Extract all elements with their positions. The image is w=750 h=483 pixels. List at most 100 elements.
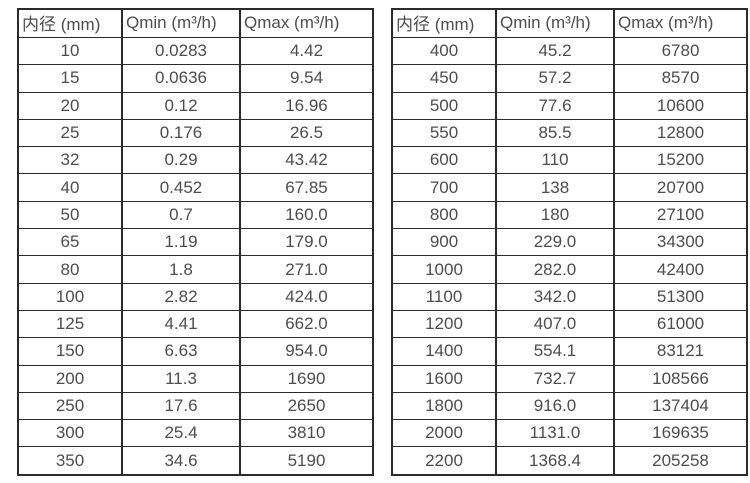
table-cell: 110 xyxy=(495,146,614,174)
table-cell: 61000 xyxy=(613,309,747,338)
table-cell: 1400 xyxy=(392,337,496,366)
table-cell: 26.5 xyxy=(239,118,373,147)
table-row: 40 0.452 67.85 xyxy=(18,173,373,202)
table-cell: 27100 xyxy=(613,200,747,229)
table-row: 20 0.12 16.96 xyxy=(18,91,373,120)
table-cell: 350 xyxy=(18,446,122,475)
table-row: 65 1.19 179.0 xyxy=(18,228,373,256)
table-cell: 43.42 xyxy=(239,146,373,174)
table-cell: 0.0636 xyxy=(121,64,240,93)
table-cell: 160.0 xyxy=(239,200,373,229)
column-header: 内径 (mm) xyxy=(22,15,101,34)
table-row: 1600 732.7 108566 xyxy=(392,364,747,393)
table-cell: 1131.0 xyxy=(495,419,614,447)
table-cell: 0.12 xyxy=(121,91,240,120)
table-cell: 2000 xyxy=(392,419,496,447)
table-cell: 83121 xyxy=(613,337,747,366)
table-cell: 25 xyxy=(18,118,122,147)
table-cell: 20 xyxy=(18,91,122,120)
table-cell: 16.96 xyxy=(239,91,373,120)
table-cell: 4.42 xyxy=(239,36,373,65)
table-cell: 554.1 xyxy=(495,337,614,366)
table-cell: 180 xyxy=(495,200,614,229)
table-cell: 0.452 xyxy=(121,173,240,202)
table-cell: 6780 xyxy=(613,36,747,65)
flow-table-large-diameters: 内径 (mm) Qmin (m³/h) Qmax (m³/h) 400 45.2 6780… xyxy=(391,8,748,476)
table-cell: 51300 xyxy=(613,282,747,311)
table-row: 1100 342.0 51300 xyxy=(392,282,747,311)
table-cell: 0.29 xyxy=(121,146,240,174)
table-cell: 6.63 xyxy=(121,337,240,366)
table-row: 32 0.29 43.42 xyxy=(18,146,373,174)
table-row: 1000 282.0 42400 xyxy=(392,255,747,284)
table-cell: 15 xyxy=(18,64,122,93)
table-row: 300 25.4 3810 xyxy=(18,419,373,447)
table-row: 100 2.82 424.0 xyxy=(18,282,373,311)
table-row: 800 180 27100 xyxy=(392,200,747,229)
column-header: 内径 (mm) xyxy=(396,15,475,34)
column-header: Qmin (m³/h) xyxy=(121,9,240,38)
table-cell: 12800 xyxy=(613,118,747,147)
column-header: Qmax (m³/h) xyxy=(239,9,373,38)
table-cell: 1368.4 xyxy=(495,446,614,475)
table-cell: 800 xyxy=(392,200,496,229)
table-cell: 271.0 xyxy=(239,255,373,284)
table-cell: 108566 xyxy=(613,364,747,393)
column-header: Qmin (m³/h) xyxy=(495,9,614,38)
table-cell: 1.8 xyxy=(121,255,240,284)
table-row: 2000 1131.0 169635 xyxy=(392,419,747,447)
table-cell: 67.85 xyxy=(239,173,373,202)
table-row: 500 77.6 10600 xyxy=(392,91,747,120)
table-cell: 900 xyxy=(392,228,496,256)
table-cell: 77.6 xyxy=(495,91,614,120)
table-cell: 1200 xyxy=(392,309,496,338)
table-cell: 34300 xyxy=(613,228,747,256)
table-cell: 1800 xyxy=(392,391,496,420)
table-row: 10 0.0283 4.42 xyxy=(18,36,373,65)
table-cell: 450 xyxy=(392,64,496,93)
table-cell: 1000 xyxy=(392,255,496,284)
table-cell: 916.0 xyxy=(495,391,614,420)
table-cell: 40 xyxy=(18,173,122,202)
table-row: 200 11.3 1690 xyxy=(18,364,373,393)
table-cell: 342.0 xyxy=(495,282,614,311)
table-cell: 0.7 xyxy=(121,200,240,229)
table-cell: 550 xyxy=(392,118,496,147)
table-cell: 5190 xyxy=(239,446,373,475)
table-cell: 400 xyxy=(392,36,496,65)
table-cell: 10600 xyxy=(613,91,747,120)
table-row: 250 17.6 2650 xyxy=(18,391,373,420)
table-cell: 250 xyxy=(18,391,122,420)
table-cell: 65 xyxy=(18,228,122,256)
table-cell: 42400 xyxy=(613,255,747,284)
table-cell: 11.3 xyxy=(121,364,240,393)
table-cell: 169635 xyxy=(613,419,747,447)
table-cell: 8570 xyxy=(613,64,747,93)
table-cell: 282.0 xyxy=(495,255,614,284)
table-row: 350 34.6 5190 xyxy=(18,446,373,475)
table-row: 900 229.0 34300 xyxy=(392,228,747,256)
table-cell: 25.4 xyxy=(121,419,240,447)
table-cell: 424.0 xyxy=(239,282,373,311)
table-cell: 1690 xyxy=(239,364,373,393)
table-cell: 732.7 xyxy=(495,364,614,393)
table-cell: 150 xyxy=(18,337,122,366)
table-row: 50 0.7 160.0 xyxy=(18,200,373,229)
table-row: 450 57.2 8570 xyxy=(392,64,747,93)
table-cell: 15200 xyxy=(613,146,747,174)
table-row: 80 1.8 271.0 xyxy=(18,255,373,284)
table-cell: 80 xyxy=(18,255,122,284)
table-cell: 20700 xyxy=(613,173,747,202)
table-row: 600 110 15200 xyxy=(392,146,747,174)
table-cell: 2200 xyxy=(392,446,496,475)
table-cell: 500 xyxy=(392,91,496,120)
table-cell: 57.2 xyxy=(495,64,614,93)
table-cell: 50 xyxy=(18,200,122,229)
table-cell: 1100 xyxy=(392,282,496,311)
table-row: 25 0.176 26.5 xyxy=(18,118,373,147)
table-row: 400 45.2 6780 xyxy=(392,36,747,65)
table-row: 1800 916.0 137404 xyxy=(392,391,747,420)
table-cell: 137404 xyxy=(613,391,747,420)
table-cell: 138 xyxy=(495,173,614,202)
table-cell: 0.0283 xyxy=(121,36,240,65)
